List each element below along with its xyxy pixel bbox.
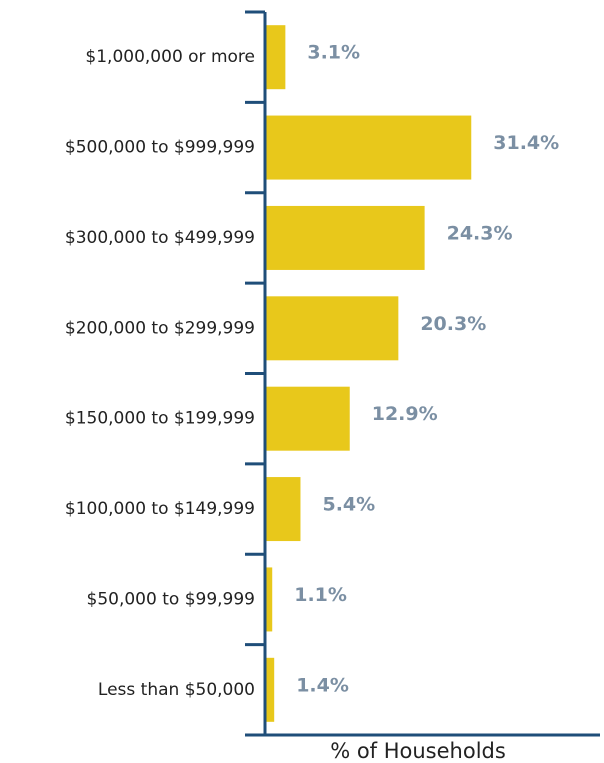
value-label: 20.3%	[420, 313, 486, 335]
category-label: $100,000 to $149,999	[65, 499, 255, 519]
category-label: Less than $50,000	[98, 680, 255, 700]
bar	[265, 25, 286, 90]
bar	[265, 386, 350, 451]
category-label: $150,000 to $199,999	[65, 409, 255, 429]
bar	[265, 657, 275, 722]
value-label: 12.9%	[372, 403, 438, 425]
bar	[265, 205, 425, 270]
value-label: 5.4%	[322, 494, 375, 516]
category-label: $1,000,000 or more	[85, 47, 255, 67]
value-label: 1.1%	[294, 584, 347, 606]
value-label: 1.4%	[296, 674, 349, 696]
bar	[265, 477, 301, 542]
value-label: 24.3%	[447, 222, 513, 244]
value-label: 3.1%	[307, 42, 360, 64]
category-label: $200,000 to $299,999	[65, 318, 255, 338]
bar	[265, 296, 399, 361]
bar	[265, 115, 472, 180]
category-label: $300,000 to $499,999	[65, 228, 255, 248]
bar	[265, 567, 273, 632]
category-label: $50,000 to $99,999	[87, 589, 255, 609]
category-label: $500,000 to $999,999	[65, 138, 255, 158]
x-axis-label: % of Households	[330, 739, 506, 763]
value-label: 31.4%	[493, 132, 559, 154]
